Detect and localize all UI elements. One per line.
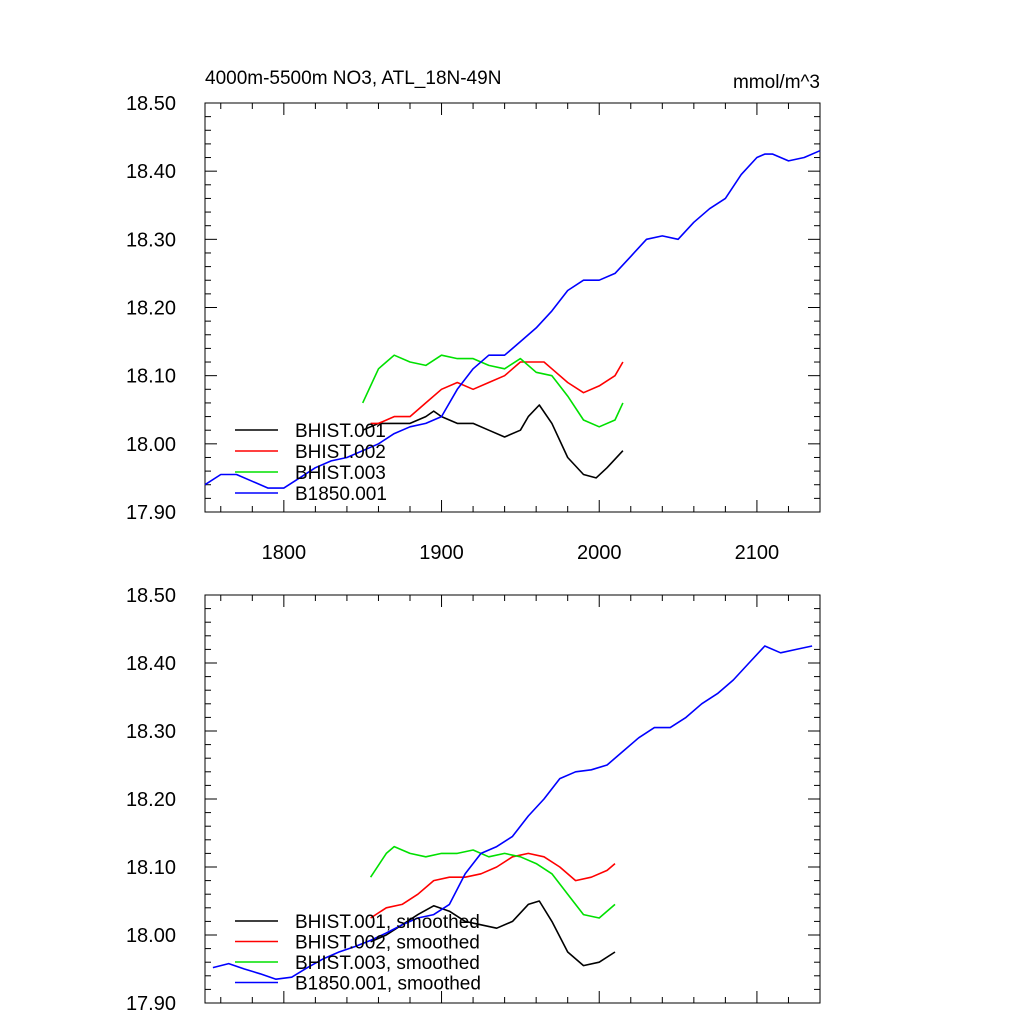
x-tick-label: 2100 [735, 542, 780, 564]
series-line-2 [370, 852, 616, 919]
y-tick-label: 18.50 [126, 585, 176, 607]
y-tick-label: 18.40 [126, 653, 176, 675]
units-label: mmol/m^3 [733, 72, 820, 93]
y-tick-label: 18.00 [126, 925, 176, 947]
y-tick-label: 18.40 [126, 161, 176, 183]
series-line-1 [362, 404, 624, 479]
chart-panel-2: 17.90 18.00 18.10 18.20 18.30 18.40 18.50 BHIST… [126, 585, 821, 1015]
y-tick-label: 18.00 [126, 434, 176, 456]
legend-label: BHIST.002, smoothed [295, 933, 480, 954]
legend-label: B1850.001 [295, 484, 387, 505]
series-line-1 [370, 900, 616, 967]
chart-title: 4000m-5500m NO3, ATL_18N-49N [205, 68, 501, 89]
series-line-3 [369, 845, 616, 919]
legend-label: B1850.001, smoothed [295, 974, 481, 995]
y-tick-label: 18.10 [126, 366, 176, 388]
legend-label: BHIST.001 [295, 421, 386, 442]
y-tick-label: 18.30 [126, 721, 176, 743]
x-tick-label: 1900 [419, 542, 464, 564]
chart-panel-1: 4000m-5500m NO3, ATL_18N-49N mmol/m^3 17.9… [126, 68, 821, 564]
y-tick-label: 18.30 [126, 229, 176, 251]
legend-label: BHIST.003, smoothed [295, 953, 480, 974]
y-tick-label: 18.10 [126, 857, 176, 879]
series-line-4 [204, 149, 821, 489]
series-line-2 [370, 361, 624, 425]
y-tick-label: 18.20 [126, 298, 176, 320]
y-tick-label: 17.90 [126, 993, 176, 1015]
legend-label: BHIST.002 [295, 442, 386, 463]
legend-label: BHIST.001, smoothed [295, 912, 480, 933]
y-tick-label: 17.90 [126, 502, 176, 524]
x-tick-label: 2000 [577, 542, 622, 564]
x-tick-label: 1800 [262, 542, 307, 564]
legend-label: BHIST.003 [295, 463, 386, 484]
series-line-4 [212, 645, 813, 981]
y-tick-label: 18.50 [126, 93, 176, 115]
series-line-3 [361, 354, 624, 428]
y-tick-label: 18.20 [126, 789, 176, 811]
